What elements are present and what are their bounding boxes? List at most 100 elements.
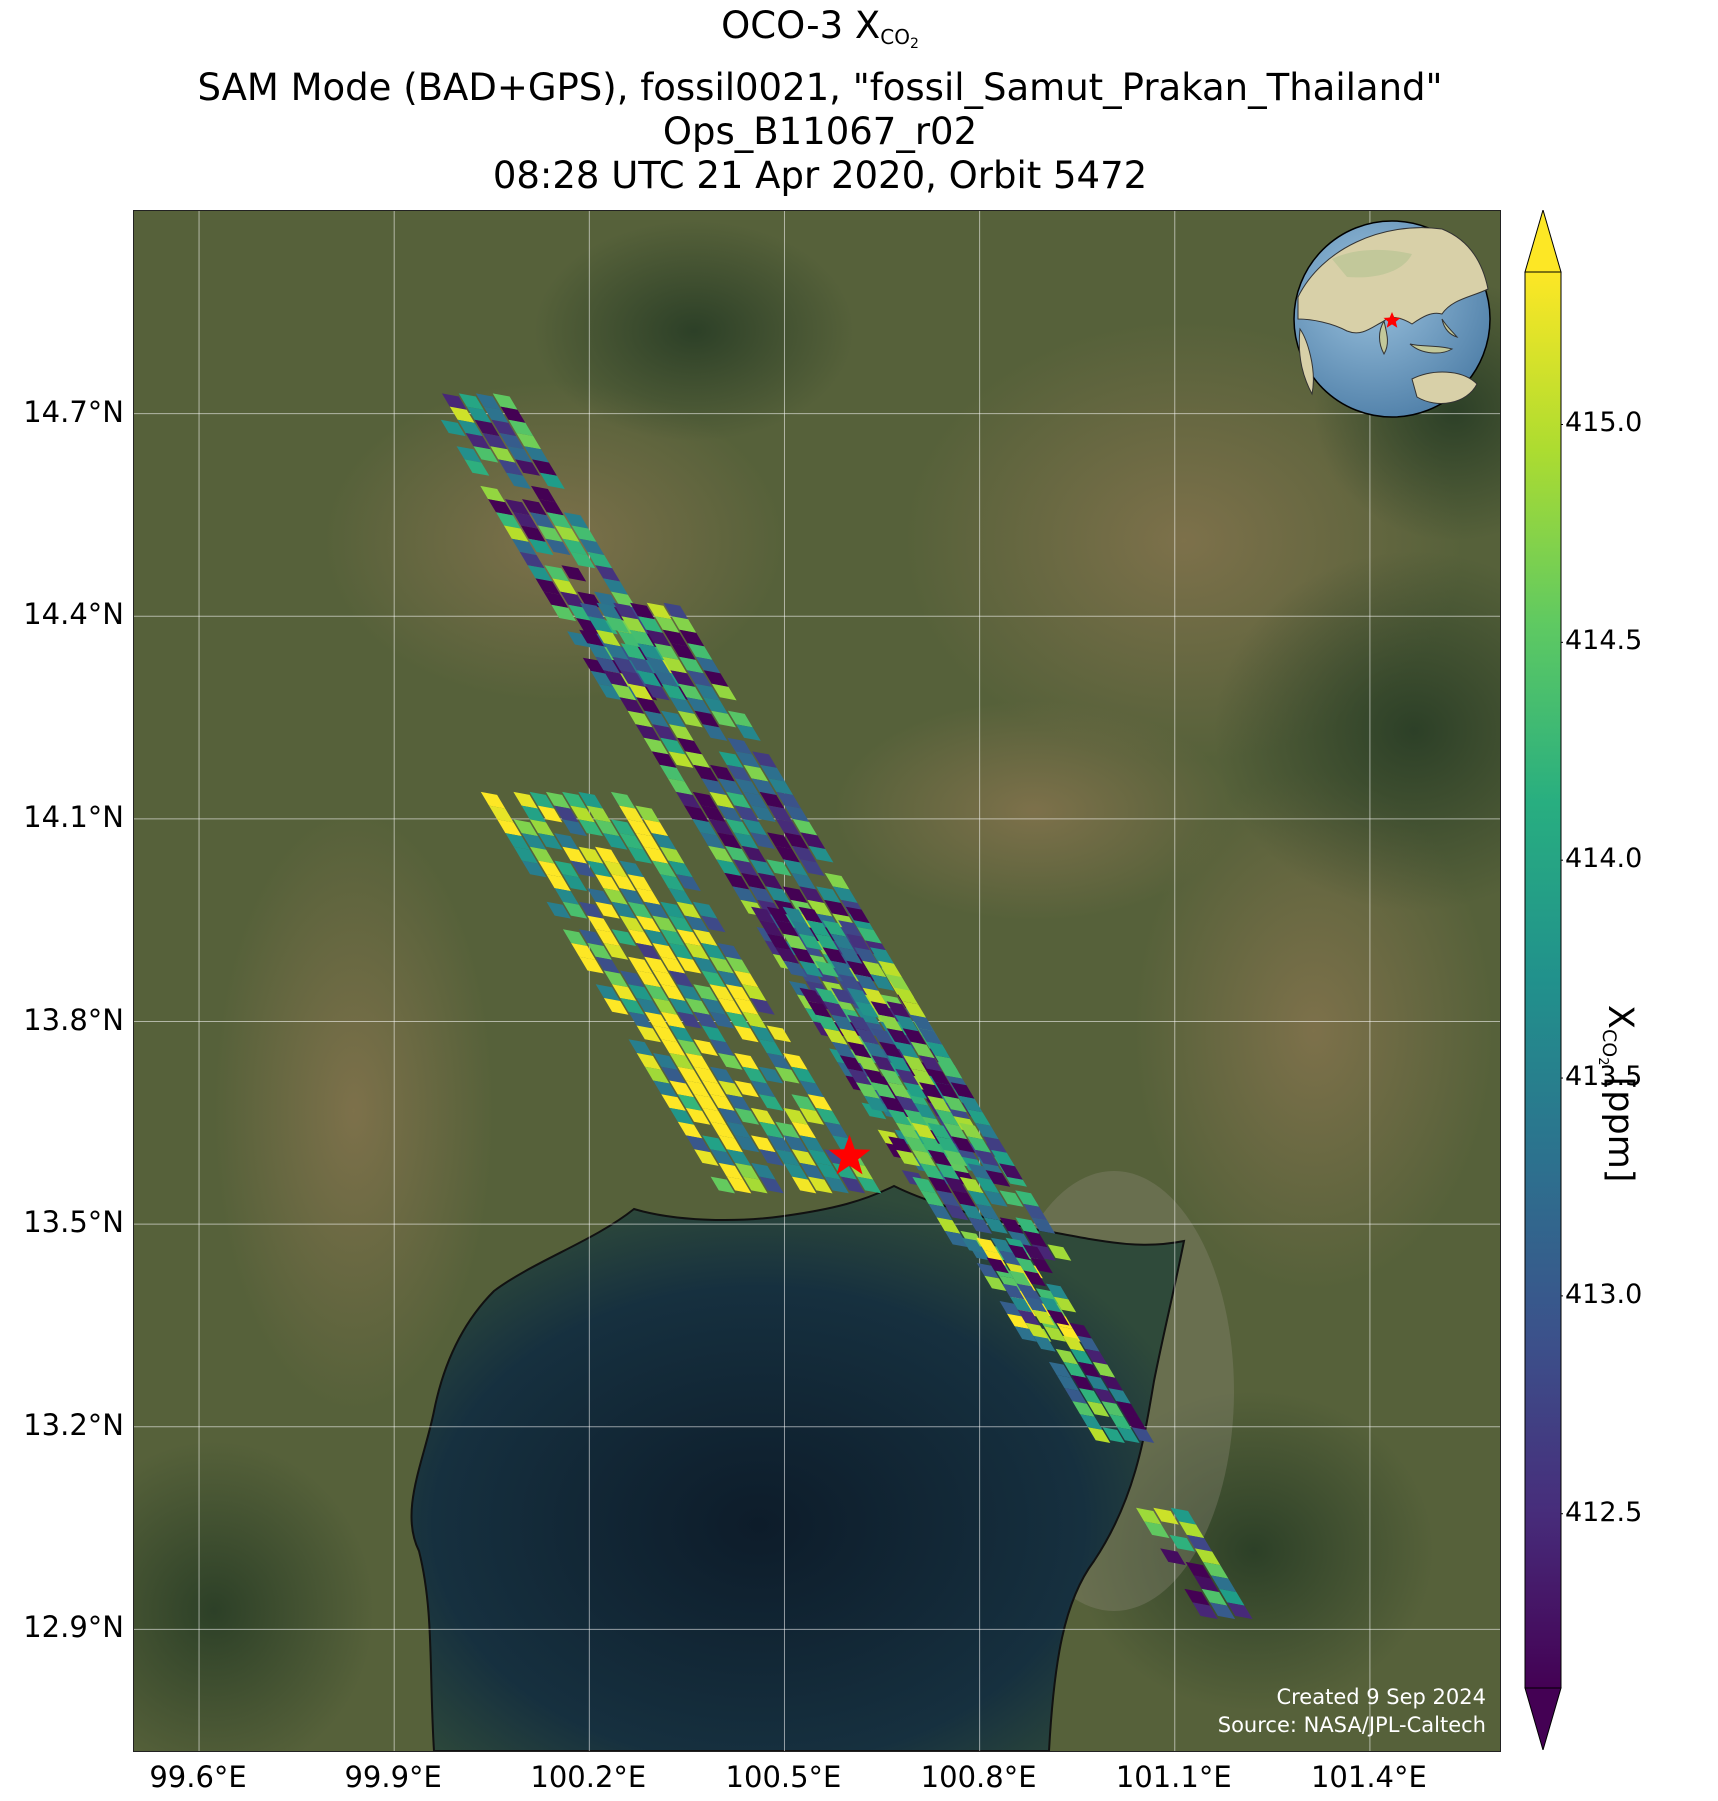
xco2-footprint (628, 683, 653, 701)
xco2-footprint (718, 1135, 743, 1153)
xco2-footprints (440, 393, 1253, 1620)
xco2-footprint (603, 860, 628, 878)
xco2-footprint (791, 845, 817, 863)
xco2-footprint (734, 1080, 759, 1098)
xco2-footprint (743, 764, 769, 782)
xco2-footprint (886, 1028, 911, 1045)
xco2-footprint (983, 1217, 1008, 1234)
xco2-footprint (735, 751, 761, 768)
xco2-footprint (687, 670, 712, 687)
xco2-footprint (582, 657, 608, 674)
map-panel[interactable]: Created 9 Sep 2024 Source: NASA/JPL-Calt… (133, 210, 1501, 1752)
xco2-footprint (652, 970, 677, 988)
xco2-footprint (498, 459, 524, 476)
xco2-footprint (669, 1053, 694, 1070)
xco2-footprint (1086, 1375, 1109, 1391)
xco2-footprint (759, 920, 783, 937)
xco2-footprint (943, 1156, 969, 1174)
xco2-footprint (611, 683, 637, 701)
xco2-footprint (709, 1039, 735, 1056)
xco2-footprint (449, 406, 475, 423)
xco2-footprint (497, 819, 522, 837)
xco2-footprint (727, 737, 753, 755)
xco2-footprint (507, 446, 533, 463)
xco2-footprint (847, 1014, 871, 1032)
xco2-footprint (934, 1055, 959, 1072)
xco2-footprint (798, 906, 823, 924)
xco2-footprint (546, 874, 571, 892)
xco2-footprint (1093, 1388, 1117, 1404)
xco2-footprint (767, 805, 793, 822)
xco2-footprint (661, 710, 686, 728)
xco2-footprint (595, 874, 620, 892)
colorbar-tick-label: 413.0 (1565, 1278, 1643, 1310)
xco2-footprint (991, 1149, 1015, 1167)
xco2-footprint (1108, 1388, 1131, 1404)
xco2-footprint (457, 419, 483, 437)
xco2-footprint (911, 1102, 937, 1120)
xco2-footprint (684, 915, 710, 933)
xco2-footprint (644, 984, 669, 1001)
xco2-footprint (595, 629, 621, 647)
xco2-footprint (887, 1109, 912, 1126)
xco2-footprint (579, 929, 604, 946)
xco2-footprint (587, 616, 613, 633)
xco2-footprint (798, 940, 823, 958)
xco2-footprint (546, 512, 572, 529)
xco2-footprint (701, 1080, 727, 1098)
xco2-footprint (646, 629, 671, 647)
xco2-footprint (635, 833, 660, 850)
xco2-footprint (701, 943, 726, 960)
xco2-footprint (659, 764, 685, 782)
xco2-footprint (967, 1163, 992, 1180)
globe-locator-icon (1292, 219, 1492, 419)
xco2-footprint (511, 538, 537, 556)
xco2-footprint (910, 1014, 935, 1032)
xco2-footprint (985, 1170, 1011, 1187)
xco2-footprint (775, 1121, 800, 1139)
xco2-footprint (619, 833, 644, 850)
colorbar-tick-label: 412.5 (1565, 1496, 1643, 1528)
xco2-footprint (862, 960, 887, 978)
xco2-footprint (974, 1122, 999, 1140)
xco2-footprint (692, 818, 717, 836)
xco2-footprint (1219, 1588, 1245, 1606)
xco2-footprint (1008, 1270, 1032, 1287)
xco2-footprint (741, 872, 766, 890)
xco2-footprint (870, 974, 895, 991)
xco2-footprint (620, 643, 646, 660)
xco2-footprint (1086, 1401, 1110, 1417)
xco2-footprint (742, 1011, 767, 1029)
xco2-footprint (999, 1190, 1024, 1207)
xco2-footprint (861, 1102, 887, 1120)
xco2-footprint (830, 960, 855, 978)
xco2-footprint (1046, 1283, 1069, 1300)
xco2-footprint (693, 764, 719, 782)
xco2-footprint (1184, 1588, 1210, 1606)
xco2-footprint (700, 805, 726, 822)
xco2-footprint (718, 1107, 743, 1125)
xco2-footprint (654, 643, 679, 660)
xco2-footprint (824, 899, 849, 917)
xco2-footprint (935, 1136, 960, 1153)
xco2-footprint (662, 656, 687, 674)
xco2-footprint (638, 616, 663, 633)
title-line-4: 08:28 UTC 21 Apr 2020, Orbit 5472 (492, 154, 1148, 197)
xco2-footprint (505, 499, 530, 516)
xco2-footprint (750, 805, 776, 822)
xco2-footprint (668, 888, 693, 905)
xco2-footprint (814, 933, 839, 951)
xco2-footprint (724, 872, 750, 890)
xco2-footprint (544, 565, 570, 582)
xco2-footprint (870, 947, 894, 964)
xco2-footprint (845, 906, 870, 924)
xco2-footprint (775, 1066, 800, 1084)
xco2-footprint (725, 1011, 751, 1029)
xco2-footprint (799, 1135, 825, 1153)
xco2-footprint (635, 805, 660, 823)
xco2-footprint (611, 819, 636, 837)
xco2-footprint (653, 1053, 678, 1070)
xco2-footprint (1031, 1217, 1056, 1234)
xco2-footprint (920, 1190, 945, 1207)
xco2-footprint (799, 1080, 824, 1098)
